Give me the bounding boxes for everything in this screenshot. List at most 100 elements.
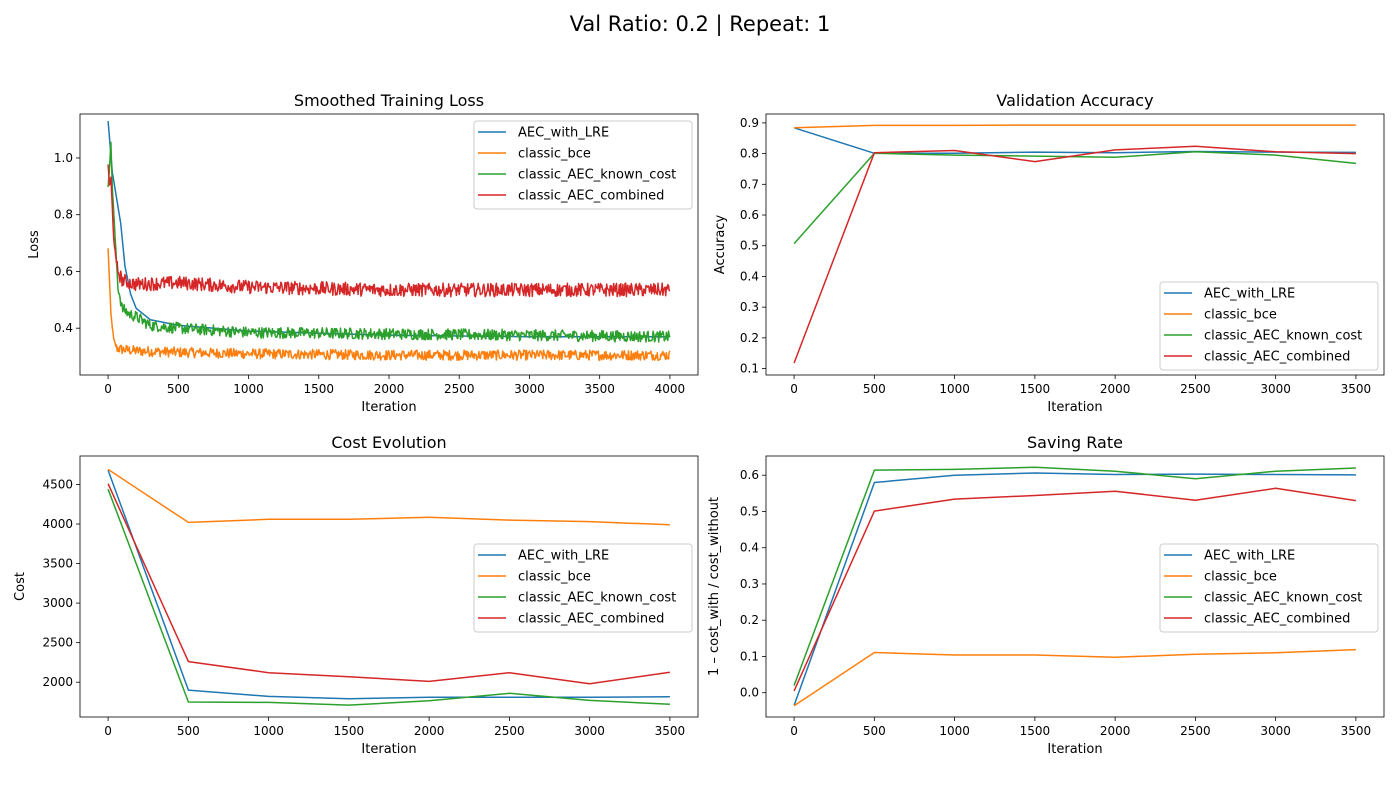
y-axis-label: 1 – cost_with / cost_without: [707, 497, 722, 676]
x-tick-label: 1000: [939, 382, 970, 396]
x-tick-label: 0: [104, 724, 112, 738]
x-axis-label: Iteration: [361, 400, 416, 415]
x-tick-label: 4000: [655, 382, 686, 396]
x-tick-label: 500: [167, 382, 190, 396]
x-tick-label: 500: [863, 724, 886, 738]
y-tick-label: 0.1: [740, 362, 759, 376]
x-tick-label: 2000: [374, 382, 405, 396]
y-tick-label: 0.4: [740, 269, 759, 283]
legend: AEC_with_LRE classic_bce classic_AEC_known…: [473, 543, 693, 633]
chart-cost: Cost Evolution 0 500 1000 1500 2000 2500 3000 35…: [13, 433, 699, 757]
y-tick-label: 0.8: [54, 208, 73, 222]
y-tick-label: 0.6: [740, 208, 759, 222]
x-tick-label: 2000: [1100, 724, 1131, 738]
y-tick-label: 0.6: [54, 264, 73, 278]
x-axis-label: Iteration: [361, 742, 416, 757]
y-tick-label: 0.9: [740, 116, 759, 130]
x-tick-label: 2500: [1180, 724, 1211, 738]
legend-box: [473, 543, 693, 633]
chart-title: Saving Rate: [1027, 433, 1123, 452]
x-tick-label: 3500: [584, 382, 615, 396]
series-line-classic_AEC_known_cost: [107, 141, 671, 343]
series-line-classic_AEC_known_cost: [107, 488, 670, 706]
legend-label: AEC_with_LRE: [1204, 549, 1295, 564]
legend-label: classic_AEC_combined: [1204, 350, 1350, 365]
y-tick-label: 3000: [42, 596, 73, 610]
y-tick-label: 0.3: [740, 577, 759, 591]
chart-acc: Validation Accuracy 0 500 1000 1500 2000 2500 3…: [713, 91, 1385, 415]
chart-loss: Smoothed Training Loss 0 500 1000 1500 2000 25…: [27, 91, 699, 415]
x-tick-label: 500: [863, 382, 886, 396]
series-line-classic_AEC_known_cost: [793, 466, 1356, 686]
chart-title: Cost Evolution: [331, 433, 446, 452]
x-tick-label: 1500: [1020, 382, 1051, 396]
y-tick-label: 0.4: [54, 321, 73, 335]
legend-label: classic_AEC_known_cost: [518, 591, 676, 606]
series-line-classic_AEC_combined: [793, 145, 1356, 364]
x-tick-label: 1000: [253, 724, 284, 738]
x-tick-label: 1500: [303, 382, 334, 396]
series-line-classic_AEC_combined: [107, 483, 671, 685]
chart-title: Smoothed Training Loss: [294, 91, 484, 110]
y-tick-label: 0.0: [740, 686, 759, 700]
series-line-classic_bce: [107, 468, 670, 526]
series-line-classic_bce: [794, 124, 1356, 129]
y-tick-label: 1.0: [54, 151, 73, 165]
series-group: [107, 121, 671, 361]
axes-frame: [79, 455, 699, 718]
legend-label: classic_bce: [1204, 308, 1277, 323]
legend-label: classic_AEC_known_cost: [1204, 591, 1362, 606]
x-tick-label: 500: [177, 724, 200, 738]
y-axis-label: Cost: [13, 572, 28, 601]
x-tick-label: 2000: [1100, 382, 1131, 396]
x-tick-label: 0: [790, 724, 798, 738]
series-line-AEC_with_LRE: [793, 127, 1356, 155]
y-tick-label: 4500: [42, 477, 73, 491]
series-group: [793, 466, 1357, 707]
y-axis-label: Loss: [27, 230, 42, 259]
legend-box: [1159, 281, 1379, 371]
x-tick-label: 3000: [574, 724, 605, 738]
legend: AEC_with_LRE classic_bce classic_AEC_known…: [1159, 543, 1379, 633]
x-tick-label: 1500: [1020, 724, 1051, 738]
y-axis-label: Accuracy: [713, 215, 728, 275]
legend-label: classic_AEC_combined: [518, 612, 664, 627]
y-tick-label: 0.6: [740, 468, 759, 482]
legend-label: classic_AEC_combined: [518, 189, 664, 204]
y-tick-label: 2500: [42, 636, 73, 650]
x-tick-label: 2500: [1180, 382, 1211, 396]
chart-title: Validation Accuracy: [996, 91, 1153, 110]
x-axis-label: Iteration: [1047, 400, 1102, 415]
y-tick-label: 0.8: [740, 147, 759, 161]
legend: AEC_with_LRE classic_bce classic_AEC_known…: [1159, 281, 1379, 371]
legend-label: AEC_with_LRE: [518, 549, 609, 564]
x-tick-label: 1000: [233, 382, 264, 396]
figure-suptitle: Val Ratio: 0.2 | Repeat: 1: [569, 12, 831, 36]
y-tick-label: 4000: [42, 517, 73, 531]
axes-frame: [765, 113, 1385, 376]
legend-box: [1159, 543, 1379, 633]
legend-label: AEC_with_LRE: [518, 126, 609, 141]
series-line-classic_AEC_known_cost: [793, 151, 1356, 245]
y-tick-label: 0.2: [740, 613, 759, 627]
y-tick-label: 2000: [42, 675, 73, 689]
series-line-AEC_with_LRE: [793, 472, 1356, 706]
x-tick-label: 2000: [414, 724, 445, 738]
series-line-classic_bce: [793, 648, 1356, 707]
y-tick-label: 0.1: [740, 649, 759, 663]
y-tick-label: 0.5: [740, 239, 759, 253]
legend-label: classic_AEC_known_cost: [518, 168, 676, 183]
x-tick-label: 2500: [444, 382, 475, 396]
y-tick-label: 0.4: [740, 541, 759, 555]
legend-label: classic_bce: [518, 570, 591, 585]
legend-label: classic_AEC_combined: [1204, 612, 1350, 627]
y-tick-label: 0.3: [740, 300, 759, 314]
legend-label: classic_bce: [518, 147, 591, 162]
y-tick-label: 0.7: [740, 177, 759, 191]
x-tick-label: 3000: [514, 382, 545, 396]
x-tick-label: 0: [790, 382, 798, 396]
x-tick-label: 2500: [494, 724, 525, 738]
legend-label: AEC_with_LRE: [1204, 287, 1295, 302]
x-tick-label: 0: [104, 382, 112, 396]
